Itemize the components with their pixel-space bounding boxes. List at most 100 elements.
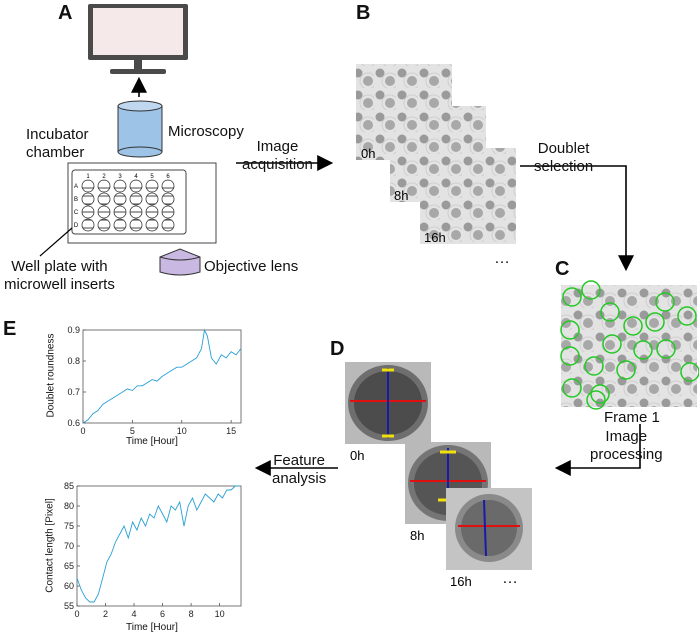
panel-a-letter: A [58,2,73,24]
doublet-highlight-circle [677,306,697,326]
well [145,218,159,232]
doublet-highlight-circle [616,360,636,380]
time-d-1: 8h [410,528,425,543]
well [113,205,127,219]
incubator-label: Incubator chamber [26,126,89,161]
plate-col-label: 2 [102,174,106,180]
well [129,192,143,206]
objective-lens-icon [159,248,201,276]
well [129,218,143,232]
microscopy-label: Microscopy [168,123,244,140]
chart2-ylabel: Contact length [Pixel] [44,498,56,593]
microscopy-cylinder-icon [117,100,163,158]
well [161,218,175,232]
x-tick-label: 5 [130,426,135,436]
y-tick-label: 70 [64,541,74,551]
panel-e-letter: E [3,318,17,340]
well [81,179,95,193]
panel-b-letter: B [356,2,371,24]
feature-analysis-label: Feature analysis [272,452,327,487]
micrograph-frame1 [560,280,699,410]
doublet-highlight-circle [602,334,622,354]
y-tick-label: 55 [64,601,74,611]
time-d-2: 16h [450,574,472,589]
time-b-1: 8h [394,188,409,203]
chart-contact-length: 0 2 4 6 8 10 55 60 65 70 75 80 85 [64,481,242,619]
well-plate-pointer-line [39,227,73,257]
image-processing-label: Image processing [590,428,663,463]
doublet-highlight-circle [586,390,606,410]
doublet-highlight-circle [645,312,665,332]
doublet-highlight-circle [590,384,610,404]
well [161,205,175,219]
ellipsis-b: … [494,250,511,267]
well [81,218,95,232]
frame1-label: Frame 1 [604,409,660,426]
plate-row-label: B [74,197,78,203]
y-tick-label: 0.8 [67,356,80,366]
doublet-highlight-circle [581,280,601,300]
well [113,179,127,193]
chart2-xlabel: Time [Hour] [126,622,178,633]
x-tick-label: 4 [132,609,137,619]
plate-row-label: A [74,184,78,190]
panel-d-letter: D [330,338,345,360]
doublet-highlight-circle [623,316,643,336]
doublet-highlight-circle [680,362,699,382]
x-tick-label: 10 [177,426,187,436]
doublet-sequence-d [345,362,532,570]
doublet-highlight-circle [560,320,580,340]
well [161,192,175,206]
y-tick-label: 85 [64,481,74,491]
y-tick-label: 65 [64,561,74,571]
x-tick-label: 2 [103,609,108,619]
plate-row-label: D [74,223,79,229]
y-tick-label: 0.7 [67,387,80,397]
time-b-2: 16h [424,230,446,245]
time-d-0: 0h [350,448,365,463]
y-tick-label: 0.6 [67,418,80,428]
well [97,218,111,232]
y-tick-label: 60 [64,581,74,591]
well [145,192,159,206]
monitor-icon [88,4,188,74]
x-tick-label: 6 [160,609,165,619]
micrograph-stack-b [356,64,516,244]
well [145,179,159,193]
y-tick-label: 80 [64,501,74,511]
chart1-ylabel: Doublet roundness [45,333,57,418]
chart-roundness: 0 5 10 15 0.6 0.7 0.8 0.9 [67,325,242,436]
well [129,205,143,219]
doublet-highlight-circle [584,356,604,376]
y-tick-label: 75 [64,521,74,531]
plate-col-label: 3 [118,174,122,180]
doublet-highlight-circle [562,378,582,398]
plate-col-label: 5 [150,174,154,180]
x-tick-label: 0 [74,609,79,619]
arrow-image-processing [554,424,641,476]
plate-col-label: 4 [134,174,138,180]
well [113,192,127,206]
well [81,192,95,206]
chart1-xlabel: Time [Hour] [126,436,178,447]
objective-lens-label: Objective lens [204,258,299,275]
well [161,179,175,193]
plate-col-label: 1 [86,174,90,180]
well [97,205,111,219]
well [145,205,159,219]
well-plate-label: Well plate with microwell inserts [4,258,115,293]
well [97,179,111,193]
x-tick-label: 8 [189,609,194,619]
doublet-selection-label: Doublet selection [534,140,594,175]
doublet-highlight-circle [656,339,676,359]
well [113,218,127,232]
x-tick-label: 15 [226,426,236,436]
time-b-0: 0h [361,146,376,161]
plate-col-label: 6 [166,174,170,180]
ellipsis-d: … [502,570,519,587]
doublet-highlight-circle [600,302,620,322]
panel-c-letter: C [555,258,570,280]
well [97,192,111,206]
x-tick-label: 10 [215,609,225,619]
